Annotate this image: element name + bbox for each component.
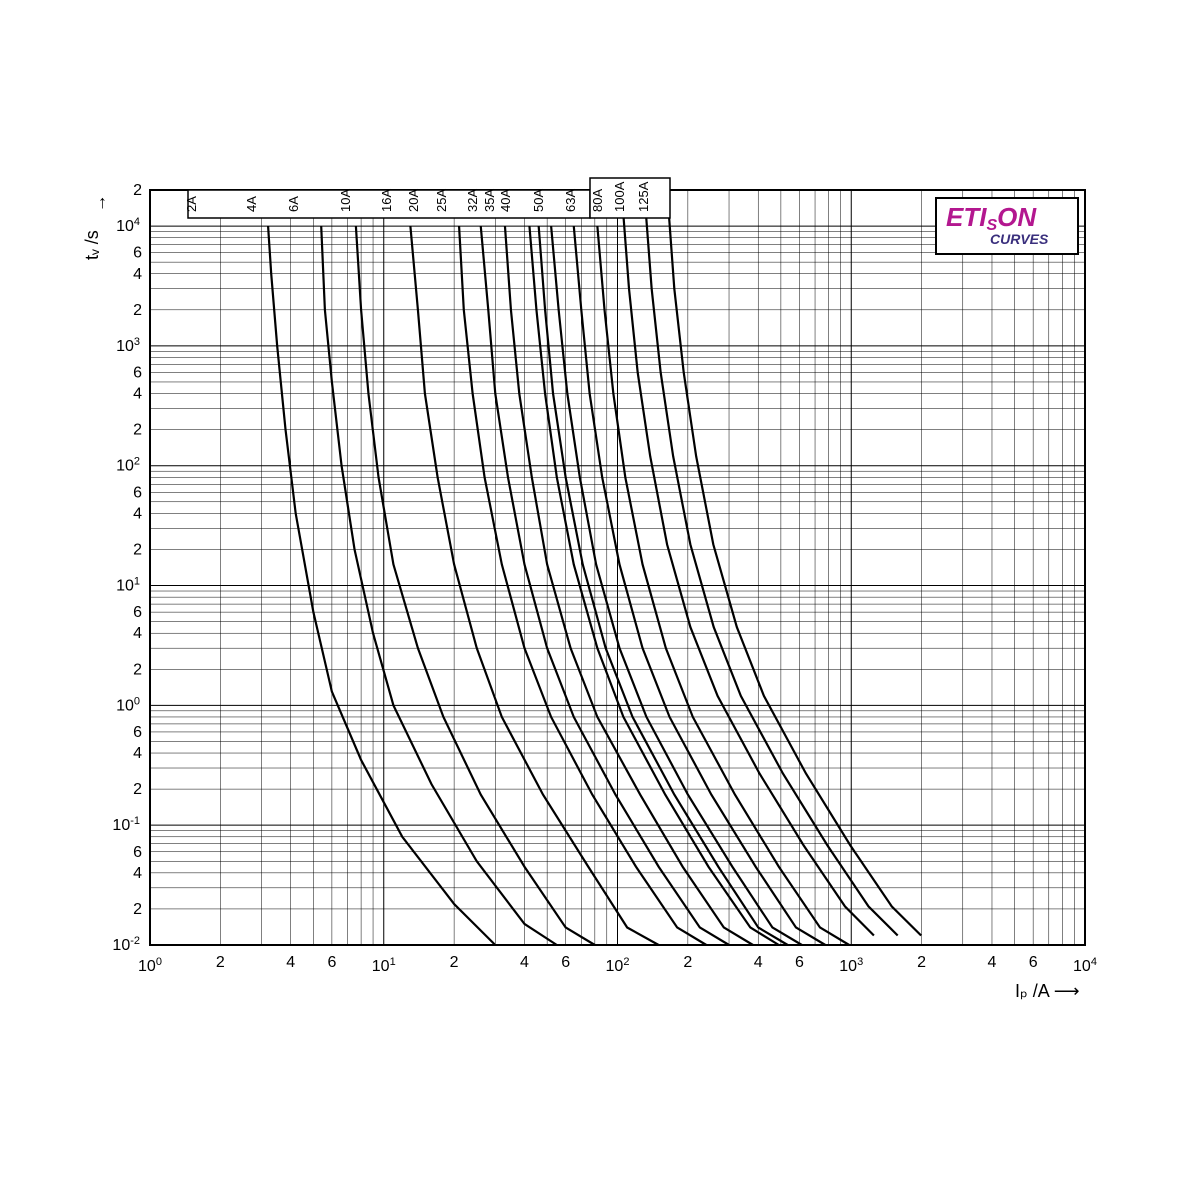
y-tick-major: 103 bbox=[116, 336, 140, 355]
y-tick-minor: 4 bbox=[133, 865, 142, 882]
y-tick-top: 2 bbox=[133, 182, 142, 199]
y-tick-major: 102 bbox=[116, 456, 140, 475]
y-tick-major: 101 bbox=[116, 576, 140, 595]
x-tick-major: 101 bbox=[372, 956, 396, 975]
curve-label-6A: 6A bbox=[286, 196, 301, 212]
y-tick-minor: 2 bbox=[133, 661, 142, 678]
y-tick-major: 104 bbox=[116, 216, 140, 235]
curve-label-50A: 50A bbox=[531, 189, 546, 212]
y-tick-minor: 4 bbox=[133, 505, 142, 522]
y-tick-minor: 2 bbox=[133, 781, 142, 798]
curve-label-32A: 32A bbox=[465, 189, 480, 212]
curve-label-4A: 4A bbox=[244, 196, 259, 212]
y-tick-minor: 6 bbox=[133, 484, 142, 501]
x-tick-major: 103 bbox=[839, 956, 863, 975]
y-axis-label: tᵥ /s bbox=[82, 230, 102, 260]
x-axis-label: Iₚ /A ⟶ bbox=[1015, 981, 1080, 1001]
y-tick-minor: 4 bbox=[133, 266, 142, 283]
x-tick-minor: 6 bbox=[327, 954, 336, 971]
x-tick-major: 100 bbox=[138, 956, 162, 975]
curve-label-63A: 63A bbox=[563, 189, 578, 212]
y-tick-minor: 4 bbox=[133, 745, 142, 762]
y-tick-major: 100 bbox=[116, 695, 140, 714]
x-tick-major: 104 bbox=[1073, 956, 1097, 975]
y-tick-minor: 6 bbox=[133, 844, 142, 861]
y-tick-minor: 2 bbox=[133, 901, 142, 918]
x-tick-minor: 4 bbox=[754, 954, 763, 971]
logo-sub: CURVES bbox=[990, 231, 1049, 247]
x-tick-minor: 4 bbox=[520, 954, 529, 971]
x-tick-minor: 6 bbox=[561, 954, 570, 971]
x-tick-minor: 4 bbox=[988, 954, 997, 971]
y-axis-arrow: ↑ bbox=[98, 192, 107, 212]
x-tick-major: 102 bbox=[606, 956, 630, 975]
curve-label-10A: 10A bbox=[338, 189, 353, 212]
x-tick-minor: 2 bbox=[450, 954, 459, 971]
y-tick-minor: 4 bbox=[133, 625, 142, 642]
y-tick-minor: 4 bbox=[133, 386, 142, 403]
y-tick-minor: 2 bbox=[133, 422, 142, 439]
y-tick-minor: 6 bbox=[133, 724, 142, 741]
y-tick-major: 10-2 bbox=[112, 935, 140, 954]
y-tick-major: 10-1 bbox=[112, 815, 140, 834]
x-tick-minor: 4 bbox=[286, 954, 295, 971]
curve-label-20A: 20A bbox=[406, 189, 421, 212]
curve-label-2A: 2A bbox=[184, 196, 199, 212]
curve-label-16A: 16A bbox=[379, 189, 394, 212]
fuse-time-current-chart: 100 2 4 6 101 2 4 6 102 2 4 6 103 2 4 6 104 10-2 2 4 6 10-1 2 4… bbox=[0, 0, 1200, 1200]
x-tick-minor: 2 bbox=[216, 954, 225, 971]
x-tick-minor: 6 bbox=[1029, 954, 1038, 971]
curve-label-100A: 100A bbox=[612, 181, 627, 212]
x-tick-minor: 2 bbox=[917, 954, 926, 971]
x-tick-minor: 2 bbox=[683, 954, 692, 971]
y-tick-minor: 6 bbox=[133, 364, 142, 381]
curve-label-125A: 125A bbox=[636, 181, 651, 212]
y-tick-minor: 2 bbox=[133, 302, 142, 319]
y-tick-minor: 6 bbox=[133, 604, 142, 621]
curve-label-35A: 35A bbox=[482, 189, 497, 212]
x-tick-minor: 6 bbox=[795, 954, 804, 971]
curve-label-25A: 25A bbox=[434, 189, 449, 212]
curve-label-40A: 40A bbox=[498, 189, 513, 212]
y-tick-minor: 6 bbox=[133, 245, 142, 262]
y-tick-minor: 2 bbox=[133, 541, 142, 558]
curve-label-80A: 80A bbox=[590, 189, 605, 212]
